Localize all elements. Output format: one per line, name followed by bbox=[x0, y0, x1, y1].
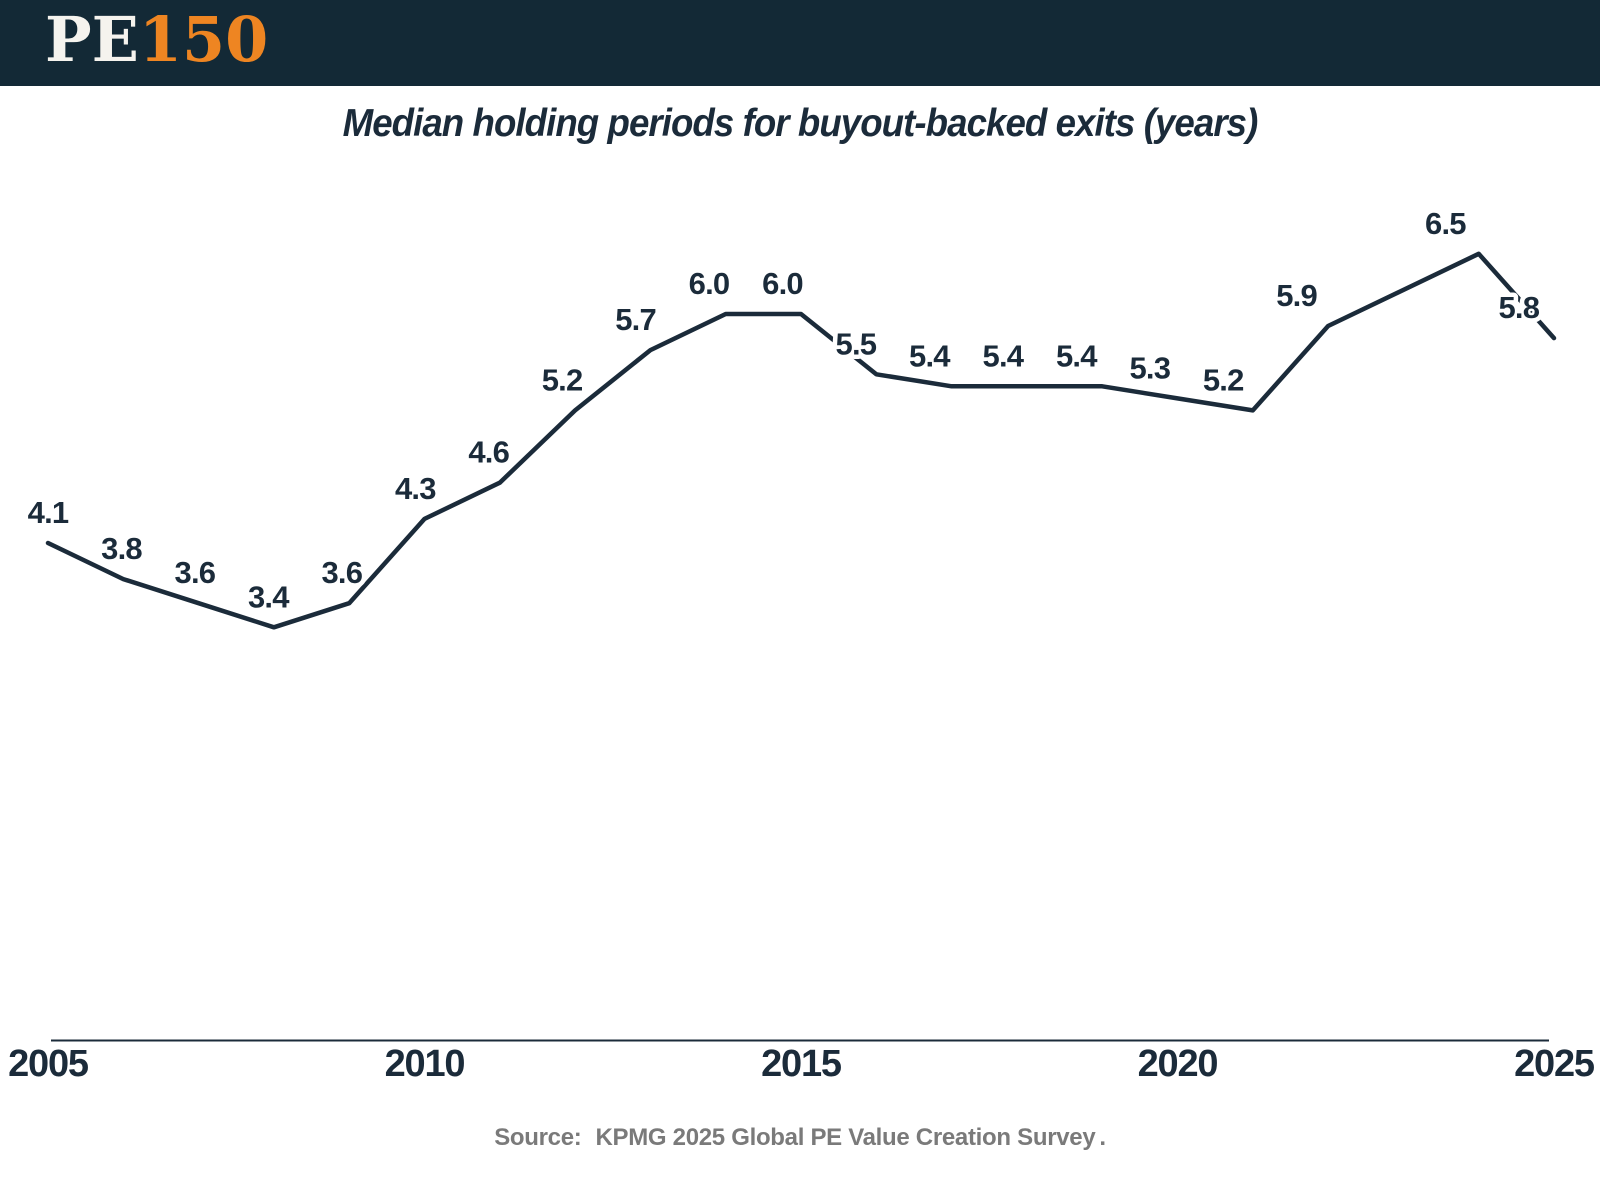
source-text: KPMG 2025 Global PE Value Creation Surve… bbox=[595, 1124, 1096, 1151]
data-label-2022: 5.9 bbox=[1276, 278, 1317, 313]
data-label-2011: 4.6 bbox=[468, 435, 509, 470]
logo-text-pe: PE bbox=[45, 3, 139, 76]
data-label-2008: 3.4 bbox=[248, 579, 290, 614]
data-label-2021: 5.2 bbox=[1203, 362, 1244, 397]
data-label-2017: 5.4 bbox=[909, 338, 951, 373]
data-label-2015: 6.0 bbox=[762, 266, 803, 301]
data-label-2013: 5.7 bbox=[615, 302, 656, 337]
data-line bbox=[45, 251, 1557, 630]
x-tick-label-2010: 2010 bbox=[385, 1043, 465, 1085]
data-label-2020: 5.3 bbox=[1129, 350, 1170, 385]
x-tick-label-2005: 2005 bbox=[8, 1043, 89, 1085]
x-tick-label-2025: 2025 bbox=[1514, 1043, 1595, 1085]
pe150-logo: PE150 bbox=[45, 9, 268, 77]
data-label-2009: 3.6 bbox=[321, 555, 362, 590]
data-label-2025: 5.8 bbox=[1498, 290, 1539, 325]
logo-text-150: 150 bbox=[138, 3, 269, 76]
data-label-2018: 5.4 bbox=[983, 338, 1025, 373]
data-label-2014: 6.0 bbox=[689, 266, 730, 301]
data-label-2006: 3.8 bbox=[101, 531, 142, 566]
data-label-2007: 3.6 bbox=[175, 555, 216, 590]
data-label-2019: 5.4 bbox=[1056, 338, 1098, 373]
source-note: Source: KPMG 2025 Global PE Value Creatio… bbox=[0, 1124, 1600, 1152]
x-tick-label-2020: 2020 bbox=[1138, 1043, 1218, 1085]
data-label-2012: 5.2 bbox=[542, 362, 583, 397]
source-period: . bbox=[1099, 1124, 1106, 1151]
data-label-2005: 4.1 bbox=[28, 495, 69, 530]
brand-header: PE150 bbox=[0, 0, 1600, 86]
source-label: Source: bbox=[494, 1124, 582, 1151]
data-label-2016: 5.5 bbox=[836, 326, 877, 361]
chart-title: Median holding periods for buyout-backed… bbox=[342, 102, 1259, 145]
data-label-2024: 6.5 bbox=[1425, 206, 1466, 241]
x-tick-label-2015: 2015 bbox=[761, 1043, 842, 1085]
data-label-2010: 4.3 bbox=[395, 471, 436, 506]
